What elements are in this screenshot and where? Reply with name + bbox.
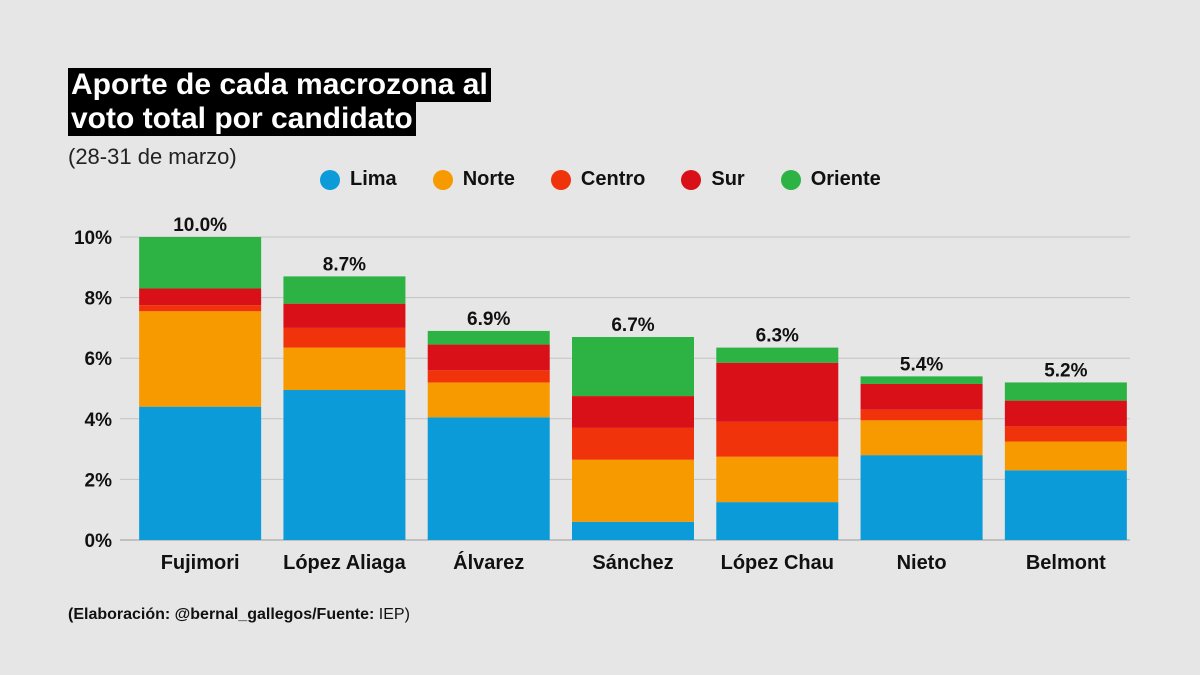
bar-segment-lima [1004, 470, 1127, 540]
chart-title: Aporte de cada macrozona al voto total p… [68, 68, 491, 136]
x-category-label: Álvarez [453, 551, 524, 574]
legend-item-centro: Centro [550, 168, 646, 191]
legend-dot-centro [550, 169, 571, 190]
y-tick-label: 6% [85, 349, 113, 370]
bar-segment-centro [716, 421, 839, 457]
x-category-label: Nieto [897, 552, 947, 574]
bar-segment-oriente [427, 330, 550, 345]
bar-segment-norte [283, 347, 406, 391]
bar-segment-lima [860, 455, 983, 540]
x-category-label: López Chau [721, 552, 834, 574]
y-tick-label: 0% [85, 531, 113, 552]
bar-segment-sur [716, 362, 839, 422]
chart-subtitle: (28-31 de marzo) [68, 144, 237, 169]
footer-credit: (Elaboración: @bernal_gallegos/Fuente: I… [68, 606, 410, 624]
x-category-label: Belmont [1026, 552, 1106, 574]
bar-total-label: 8.7% [323, 254, 366, 275]
bar-segment-centro [283, 327, 406, 348]
chart-title-line-2: voto total por candidato [68, 102, 416, 136]
y-tick-label: 2% [85, 470, 113, 491]
bar-segment-oriente [860, 376, 983, 384]
bar-segment-sur [1004, 400, 1127, 427]
legend-dot-lima [320, 169, 340, 190]
legend-item-norte: Norte [432, 168, 515, 191]
bar-segment-norte [716, 456, 839, 503]
legend-dot-sur [681, 169, 702, 190]
bar-total-label: 10.0% [173, 215, 227, 236]
bar-segment-oriente [716, 347, 839, 363]
bar-segment-centro [860, 409, 983, 421]
bar-segment-centro [139, 305, 262, 312]
bar-segment-norte [1004, 441, 1127, 471]
bar-total-label: 6.9% [467, 309, 510, 330]
legend-label-lima: Lima [350, 168, 397, 190]
bar-segment-oriente [572, 336, 694, 397]
legend-label-centro: Centro [580, 168, 646, 190]
legend-label-norte: Norte [462, 168, 515, 190]
legend-item-oriente: Oriente [780, 168, 881, 191]
y-tick-label: 4% [85, 410, 113, 431]
legend-label-sur: Sur [711, 168, 745, 190]
bar-segment-centro [572, 427, 694, 460]
legend-label-oriente: Oriente [810, 168, 881, 190]
y-tick-label: 8% [85, 289, 113, 310]
y-tick-label: 10% [74, 228, 112, 249]
bar-segment-oriente [1004, 382, 1127, 401]
bar-segment-sur [139, 288, 262, 306]
bar-total-label: 6.3% [756, 326, 799, 347]
bar-segment-lima [139, 406, 262, 540]
bar-segment-lima [283, 390, 406, 540]
legend-item-lima: Lima [320, 168, 397, 191]
bar-segment-lima [716, 502, 839, 540]
bar-segment-norte [860, 420, 983, 456]
x-category-label: Fujimori [161, 552, 240, 574]
footer-credit-source: IEP) [374, 606, 410, 623]
chart-title-line-1: Aporte de cada macrozona al [68, 68, 491, 102]
bar-total-label: 5.4% [900, 354, 943, 375]
bar-total-label: 5.2% [1044, 360, 1087, 381]
x-category-label: Sánchez [592, 552, 673, 574]
bar-segment-sur [283, 303, 406, 328]
bar-segment-sur [860, 383, 983, 410]
bar-segment-norte [572, 459, 694, 522]
bar-segment-norte [139, 311, 262, 407]
legend-dot-oriente [780, 169, 801, 190]
bar-segment-lima [572, 521, 694, 540]
bar-segment-centro [427, 370, 550, 383]
bar-segment-lima [427, 417, 550, 540]
bar-total-label: 6.7% [611, 315, 654, 336]
legend-dot-norte [432, 169, 453, 190]
bar-segment-oriente [139, 237, 262, 289]
bar-segment-norte [427, 382, 550, 418]
footer-credit-prefix: (Elaboración: @bernal_gallegos/Fuente: [68, 606, 375, 623]
legend-item-sur: Sur [681, 168, 745, 191]
bar-segment-sur [572, 396, 694, 428]
bar-segment-sur [427, 344, 550, 371]
bar-segment-oriente [283, 276, 406, 304]
bar-segment-centro [1004, 426, 1127, 442]
x-category-label: López Aliaga [283, 552, 406, 574]
legend: Lima Norte Centro Sur Oriente [320, 168, 917, 191]
